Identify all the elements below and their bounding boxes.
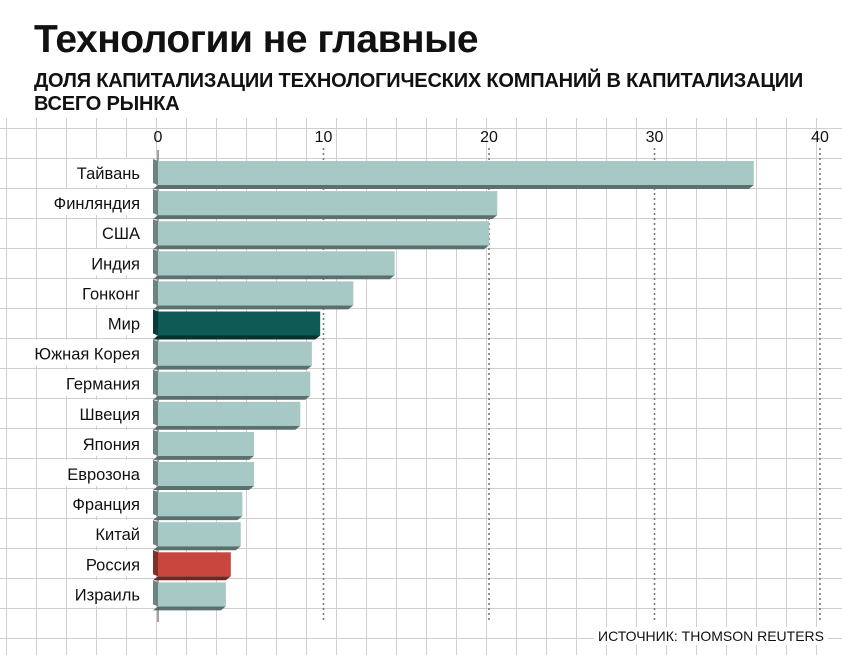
category-label-bg	[88, 249, 143, 276]
bar-bottom	[153, 546, 241, 551]
bar-bottom	[153, 305, 354, 310]
bar-bottom	[153, 185, 754, 189]
category-label-bg	[92, 520, 143, 547]
chart-header: Технологии не главные ДОЛЯ КАПИТАЛИЗАЦИИ…	[0, 0, 842, 118]
category-label-bg	[63, 369, 143, 396]
category-label-bg	[69, 490, 143, 517]
bar-side	[153, 309, 158, 336]
bar	[158, 251, 395, 276]
bar	[158, 281, 354, 306]
category-label: Франция	[72, 496, 140, 514]
category-label-bg	[98, 219, 143, 246]
bar-side	[153, 159, 158, 185]
category-label-bg	[71, 580, 143, 607]
bar	[158, 431, 254, 456]
bar	[158, 522, 241, 547]
category-label: США	[102, 225, 140, 243]
category-label: Швеция	[80, 406, 140, 424]
bar	[158, 311, 321, 336]
category-label: Мир	[108, 316, 140, 334]
bar-bottom	[153, 516, 243, 521]
category-label: Еврозона	[67, 466, 141, 484]
bar	[158, 221, 489, 246]
bar-side	[153, 339, 158, 366]
category-label: Израиль	[75, 586, 140, 604]
source-note: ИСТОЧНИК: THOMSON REUTERS	[594, 627, 828, 645]
bar-bottom	[153, 576, 231, 581]
category-label: Германия	[66, 376, 140, 394]
chart-title: Технологии не главные	[34, 18, 479, 61]
bar-side	[153, 520, 158, 547]
category-label-bg	[64, 460, 144, 486]
category-label-bg	[104, 309, 143, 336]
bar-side	[153, 429, 158, 456]
bar	[158, 161, 754, 185]
category-label: Гонконг	[82, 285, 140, 303]
category-label: Финляндия	[54, 195, 140, 213]
x-tick-label: 30	[646, 129, 664, 146]
bar-side	[153, 279, 158, 306]
bar-bottom	[153, 215, 498, 220]
bar-side	[153, 369, 158, 396]
bar-bottom	[153, 335, 321, 340]
bar	[158, 191, 498, 216]
category-label: Япония	[83, 436, 140, 454]
bar-side	[153, 189, 158, 216]
bar	[158, 401, 301, 426]
bar	[158, 582, 226, 607]
bar-bottom	[153, 395, 311, 400]
category-label-bg	[50, 189, 143, 216]
bar-side	[153, 399, 158, 426]
bar-bottom	[153, 606, 226, 611]
bar-bottom	[153, 486, 254, 490]
category-label-bg	[82, 550, 143, 577]
bar	[158, 371, 311, 396]
category-label: Тайвань	[77, 165, 140, 183]
bar-bottom	[153, 245, 489, 250]
bar-side	[153, 249, 158, 276]
x-tick-label: 0	[154, 129, 163, 146]
chart-subtitle: ДОЛЯ КАПИТАЛИЗАЦИИ ТЕХНОЛОГИЧЕСКИХ КОМПА…	[34, 70, 804, 115]
bar-bottom	[153, 275, 395, 280]
bar	[158, 341, 312, 366]
category-label: Южная Корея	[34, 346, 140, 364]
bar-side	[153, 219, 158, 246]
category-label-bg	[79, 279, 143, 306]
bar-side	[153, 460, 158, 486]
bar-side	[153, 550, 158, 577]
x-tick-label: 40	[811, 129, 829, 146]
x-tick-label: 20	[480, 129, 498, 146]
bar-bottom	[153, 425, 301, 430]
category-label: Индия	[91, 255, 140, 273]
bar	[158, 492, 243, 517]
category-label-bg	[31, 339, 143, 366]
bar-bottom	[153, 365, 312, 370]
bar-side	[153, 490, 158, 517]
bar	[158, 552, 231, 577]
bar	[158, 462, 254, 486]
bar-side	[153, 580, 158, 607]
category-label: Россия	[86, 556, 140, 574]
category-label: Китай	[95, 526, 140, 544]
bar-bottom	[153, 455, 254, 460]
category-label-bg	[79, 429, 143, 456]
x-tick-label: 10	[315, 129, 333, 146]
category-label-bg	[76, 399, 143, 426]
category-label-bg	[73, 159, 143, 185]
